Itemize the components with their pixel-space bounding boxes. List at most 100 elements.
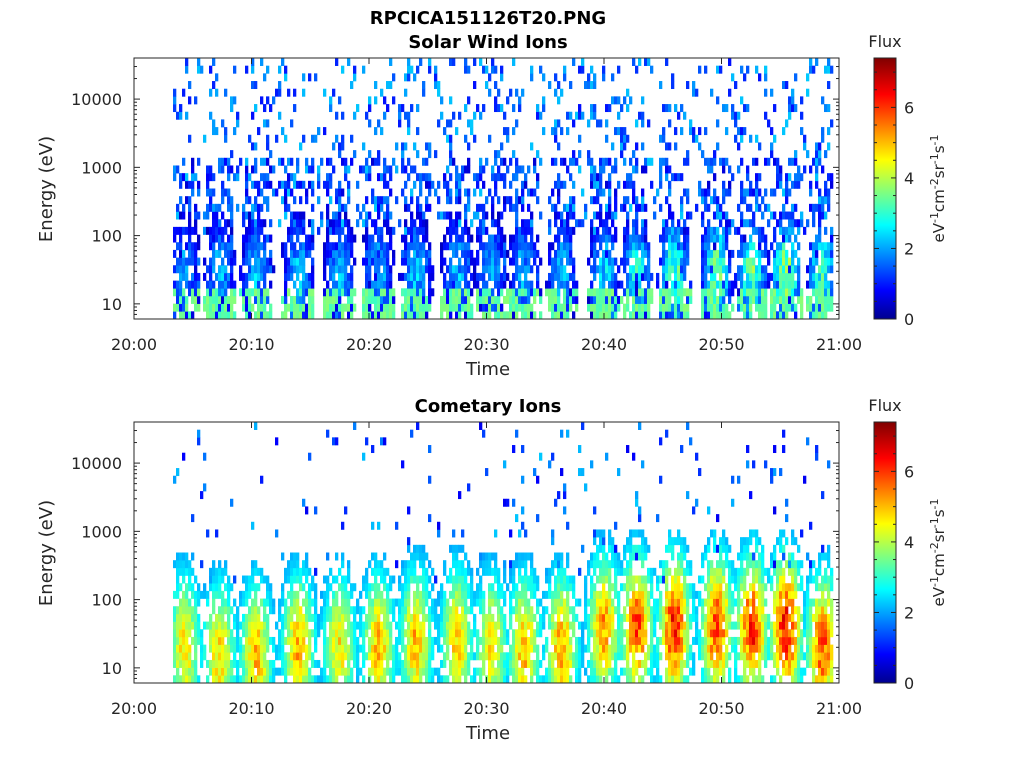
heatmap-cell <box>374 288 378 297</box>
heatmap-cell <box>281 295 285 304</box>
heatmap-cell <box>248 242 252 251</box>
heatmap-cell <box>707 234 711 243</box>
heatmap-cell <box>281 652 285 661</box>
heatmap-cell <box>197 272 201 281</box>
heatmap-cell <box>500 644 504 653</box>
heatmap-cell <box>176 667 180 676</box>
heatmap-cell <box>806 219 810 228</box>
heatmap-cell <box>179 249 183 258</box>
heatmap-cell <box>188 629 192 638</box>
heatmap-cell <box>176 295 180 304</box>
heatmap-cell <box>374 242 378 251</box>
heatmap-cell <box>242 257 246 266</box>
heatmap-cell <box>608 203 612 212</box>
heatmap-cell <box>491 173 495 182</box>
heatmap-cell <box>509 606 513 615</box>
heatmap-cell <box>368 265 372 274</box>
heatmap-cell <box>374 219 378 228</box>
heatmap-cell <box>506 311 510 320</box>
heatmap-cell <box>707 280 711 289</box>
heatmap-cell <box>785 226 789 235</box>
heatmap-cell <box>332 280 336 289</box>
heatmap-cell <box>182 173 186 182</box>
heatmap-cell <box>215 226 219 235</box>
heatmap-cell <box>365 257 369 266</box>
heatmap-cell <box>521 242 525 251</box>
heatmap-cell <box>407 119 411 128</box>
heatmap-cell <box>590 180 594 189</box>
heatmap-cell <box>641 288 645 297</box>
heatmap-cell <box>518 280 522 289</box>
heatmap-cell <box>449 567 453 576</box>
heatmap-cell <box>566 165 570 174</box>
heatmap-cell <box>560 429 564 438</box>
heatmap-cell <box>593 104 597 113</box>
heatmap-cell <box>773 272 777 281</box>
heatmap-cell <box>740 196 744 205</box>
heatmap-cell <box>422 311 426 320</box>
heatmap-cell <box>509 157 513 166</box>
heatmap-cell <box>623 303 627 312</box>
heatmap-cell <box>590 659 594 668</box>
heatmap-cell <box>245 165 249 174</box>
heatmap-cell <box>389 188 393 197</box>
heatmap-cell <box>821 196 825 205</box>
heatmap-cell <box>410 104 414 113</box>
heatmap-cell <box>464 211 468 220</box>
heatmap-cell <box>275 621 279 630</box>
heatmap-cell <box>473 675 477 684</box>
heatmap-cell <box>530 280 534 289</box>
heatmap-cell <box>494 249 498 258</box>
heatmap-cell <box>215 88 219 97</box>
heatmap-cell <box>503 590 507 599</box>
heatmap-cell <box>263 629 267 638</box>
heatmap-cell <box>383 567 387 576</box>
heatmap-cell <box>560 303 564 312</box>
heatmap-cell <box>779 180 783 189</box>
heatmap-cell <box>581 636 585 645</box>
heatmap-cell <box>185 659 189 668</box>
heatmap-cell <box>788 96 792 105</box>
heatmap-cell <box>566 257 570 266</box>
heatmap-cell <box>539 598 543 607</box>
heatmap-cell <box>338 652 342 661</box>
heatmap-cell <box>266 96 270 105</box>
heatmap-cell <box>377 203 381 212</box>
heatmap-cell <box>548 196 552 205</box>
heatmap-cell <box>482 629 486 638</box>
heatmap-cell <box>413 311 417 320</box>
heatmap-cell <box>542 73 546 82</box>
heatmap-cell <box>587 81 591 90</box>
heatmap-cell <box>704 234 708 243</box>
heatmap-cell <box>467 265 471 274</box>
heatmap-cell <box>755 280 759 289</box>
heatmap-cell <box>443 242 447 251</box>
heatmap-cell <box>779 288 783 297</box>
heatmap-cell <box>740 280 744 289</box>
heatmap-cell <box>629 311 633 320</box>
heatmap-cell <box>512 203 516 212</box>
heatmap-cell <box>557 675 561 684</box>
heatmap-cell <box>761 272 765 281</box>
heatmap-cell <box>668 303 672 312</box>
heatmap-cell <box>311 659 315 668</box>
heatmap-cell <box>560 257 564 266</box>
heatmap-cell <box>266 265 270 274</box>
heatmap-cell <box>248 629 252 638</box>
heatmap-cell <box>401 560 405 569</box>
heatmap-cell <box>818 203 822 212</box>
heatmap-cell <box>374 560 378 569</box>
heatmap-cell <box>554 598 558 607</box>
heatmap-cell <box>335 621 339 630</box>
heatmap-cell <box>566 234 570 243</box>
heatmap-cell <box>638 288 642 297</box>
heatmap-cell <box>611 280 615 289</box>
heatmap-cell <box>266 288 270 297</box>
heatmap-cell <box>179 560 183 569</box>
heatmap-cell <box>827 295 831 304</box>
heatmap-cell <box>374 629 378 638</box>
heatmap-cell <box>476 257 480 266</box>
heatmap-cell <box>329 652 333 661</box>
heatmap-cell <box>590 242 594 251</box>
heatmap-cell <box>758 226 762 235</box>
